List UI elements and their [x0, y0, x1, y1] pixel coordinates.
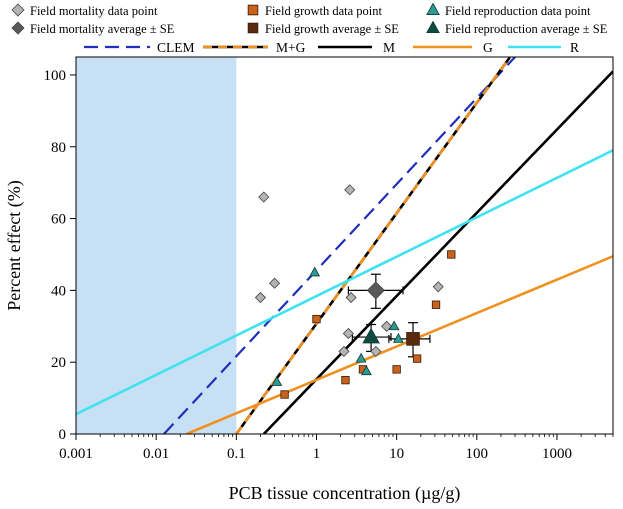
legend-label: Field mortality average ± SE [30, 22, 175, 36]
average-diamond [347, 273, 404, 309]
legend-line-item: G [413, 40, 493, 55]
y-tick-label: 100 [44, 68, 67, 84]
legend-line-label: G [483, 40, 493, 55]
legend-line-label: M+G [276, 40, 306, 55]
legend-marker [426, 2, 440, 15]
plot-area [75, 56, 614, 435]
legend-label: Field growth data point [265, 4, 383, 18]
data-point-diamond [338, 345, 350, 357]
x-tick-label: 1000 [542, 446, 572, 462]
legend-marker [247, 4, 259, 16]
y-tick-label: 80 [51, 140, 66, 156]
legend-marker [11, 21, 25, 35]
legend-item: Field mortality data point [11, 3, 158, 18]
legend-item: Field mortality average ± SE [11, 21, 175, 36]
data-point-square [431, 300, 441, 309]
legend-line-item: R [508, 40, 579, 55]
plot-frame [75, 56, 614, 435]
legend-marker [247, 22, 259, 34]
y-tick-label: 20 [51, 355, 66, 371]
data-point-triangle [355, 352, 367, 363]
y-axis-title: Percent effect (%) [4, 180, 25, 311]
legend-item: Field growth average ± SE [247, 22, 399, 36]
data-point-diamond [370, 345, 382, 357]
data-point-triangle [309, 266, 321, 277]
legend-item: Field growth data point [247, 4, 383, 18]
legend-marker [11, 3, 25, 17]
x-tick-label: 1 [313, 446, 321, 462]
legend-line-label: CLEM [157, 40, 195, 55]
line-r [76, 149, 613, 416]
legend-label: Field reproduction data point [445, 4, 591, 18]
x-tick-label: 100 [466, 446, 489, 462]
data-point-square [280, 390, 289, 399]
data-point-triangle [392, 333, 404, 343]
x-tick-label: 0.01 [143, 446, 169, 462]
y-tick-label: 60 [51, 212, 66, 228]
averages [347, 273, 431, 358]
data-point-diamond [258, 191, 270, 203]
data-point-square [447, 250, 456, 259]
data-point-square [312, 314, 321, 324]
y-tick-label: 0 [59, 427, 67, 443]
y-tick-label: 40 [51, 283, 66, 299]
data-point-triangle [388, 320, 400, 331]
shaded-region [76, 57, 237, 434]
legend-line-label: R [570, 40, 579, 55]
line-m [262, 70, 613, 434]
x-tick-label: 0.1 [227, 446, 246, 462]
legend-line-item: M [318, 40, 395, 55]
data-point-square [412, 354, 422, 363]
axis-ticks: 0.001 0.01 0.1 1 10 100 1000 0 20 40 60 80 100 [44, 68, 614, 462]
legend-label: Field growth average ± SE [265, 22, 399, 36]
line-clem [163, 57, 516, 434]
legend: Field mortality data point Field growth d… [11, 2, 608, 55]
data-point-diamond [381, 320, 393, 332]
x-tick-label: 10 [389, 446, 404, 462]
data-point-diamond [342, 327, 354, 340]
data-point-diamond [254, 291, 267, 304]
line-m-g [235, 57, 512, 434]
data-point-square [341, 375, 350, 385]
data-points [254, 184, 456, 399]
legend-line-item: CLEM [84, 40, 195, 55]
legend-line-label: M [383, 40, 395, 55]
data-point-triangle [361, 365, 372, 376]
x-tick-label: 0.001 [59, 446, 93, 462]
average-marker-triangle [362, 327, 380, 344]
data-point-triangle [271, 376, 283, 386]
legend-label: Field mortality data point [30, 4, 158, 18]
data-point-diamond [345, 291, 357, 304]
data-point-diamond [344, 184, 356, 196]
average-marker-square [406, 332, 420, 346]
legend-item: Field reproduction average ± SE [426, 20, 608, 36]
data-point-diamond [269, 277, 281, 289]
legend-item: Field reproduction data point [426, 2, 591, 18]
average-marker-diamond [366, 281, 385, 300]
data-point-diamond [432, 281, 444, 293]
line-g [186, 255, 613, 434]
legend-label: Field reproduction average ± SE [445, 22, 608, 36]
data-point-square [392, 365, 401, 374]
x-axis-title: PCB tissue concentration (µg/g) [229, 483, 461, 504]
legend-marker [426, 20, 440, 33]
legend-line-item: M+G [203, 40, 306, 55]
fit-lines [76, 57, 613, 434]
